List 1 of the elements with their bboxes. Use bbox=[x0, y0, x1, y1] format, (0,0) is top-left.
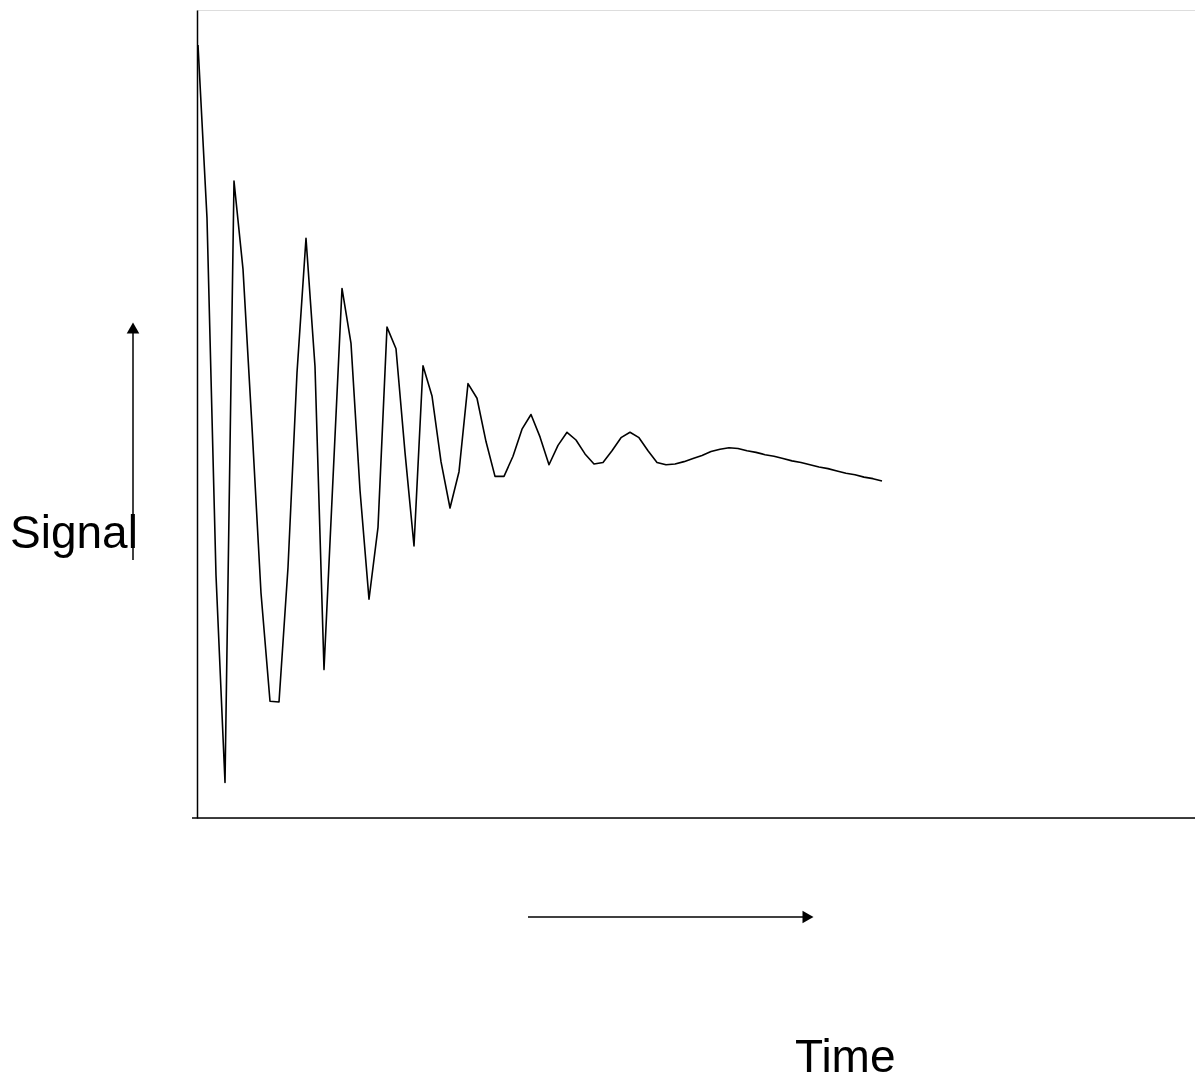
x-axis-title: Time bbox=[795, 1030, 896, 1079]
